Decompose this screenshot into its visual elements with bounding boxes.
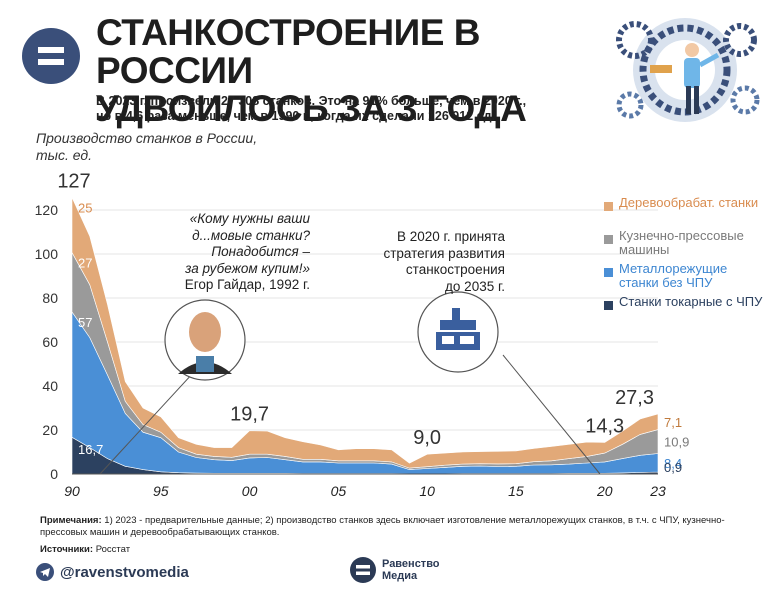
quote-line2: д...мовые станки? (192, 227, 310, 243)
page-title-line1: СТАНКОСТРОЕНИЕ В РОССИИ (96, 12, 480, 91)
brand-line2: Медиа (382, 570, 418, 582)
subtitle-line1: В 2023 г. произвели 27 308 станков. Это … (96, 94, 527, 108)
strategy-note-line1: В 2020 г. принята (397, 229, 505, 244)
page-title-line2: УДВОИЛОСЬ ЗА 3 ГОДА (96, 88, 527, 129)
telegram-handle: @ravenstvomedia (60, 563, 189, 581)
legend-label-wood: Деревообрабат. станки (619, 195, 759, 210)
equals-icon (38, 47, 64, 65)
legend-label-cnc: Станки токарные с ЧПУ (619, 294, 763, 309)
legend-swatch-press (604, 235, 613, 244)
value-label-2023: 8,4 (664, 456, 682, 471)
y-tick-label: 120 (35, 202, 59, 218)
y-axis-title-line2: тыс. ед. (36, 147, 92, 163)
legend-swatch-cnc (604, 301, 613, 310)
x-tick-label: 23 (649, 483, 666, 499)
strategy-note-line4: до 2035 г. (445, 278, 505, 294)
notes-label: Примечания: (40, 515, 102, 526)
quote-line4: за рубежом купим!» (185, 260, 310, 276)
y-axis-title-line1: Производство станков в России, (36, 130, 258, 146)
brand-mark-icon (350, 557, 376, 583)
total-label: 127 (57, 170, 90, 192)
legend-swatch-wood (604, 202, 613, 211)
area-series-3 (71, 197, 659, 469)
total-label: 14,3 (585, 416, 624, 438)
legend-label-press: Кузнечно-прессовые машины (619, 228, 744, 257)
x-tick-label: 90 (64, 483, 80, 499)
production-area-chart: 0 20 40 60 80 100 120 90 95 00 05 10 15 20 23 127 19,7 9,… (35, 170, 690, 499)
x-tick-label: 15 (508, 483, 524, 499)
y-tick-label: 100 (35, 246, 59, 262)
quote-author: Егор Гайдар, 1992 г. (184, 277, 310, 292)
brand-line1: Равенство (382, 558, 440, 570)
value-label-2023: 0,9 (664, 460, 682, 475)
y-tick-label: 0 (50, 466, 58, 482)
y-tick-label: 60 (42, 334, 58, 350)
gaidar-quote: «Кому нужны ваши д...мовые станки? Понад… (150, 211, 310, 294)
value-label-1990: 16,7 (78, 442, 103, 457)
quote-line3: Понадобится – (211, 244, 310, 259)
x-tick-label: 10 (419, 483, 435, 499)
total-label: 9,0 (413, 427, 441, 449)
telegram-icon (36, 563, 54, 581)
y-axis-title: Производство станков в России, тыс. ед. (36, 130, 296, 164)
factory-illustration-icon (616, 18, 760, 122)
notes-text: 1) 2023 - предварительные данные; 2) про… (40, 515, 725, 538)
x-tick-label: 00 (242, 483, 258, 499)
y-tick-label: 80 (42, 290, 58, 306)
y-tick-label: 20 (42, 422, 58, 438)
page-subtitle: В 2023 г. произвели 27 308 станков. Это … (96, 94, 586, 124)
y-tick-label: 40 (42, 378, 58, 394)
sources-text: Росстат (93, 544, 131, 555)
quote-connector-line (99, 359, 206, 475)
brand-footer: Равенство Медиа (350, 557, 440, 583)
sources-label: Источники: (40, 544, 94, 555)
brand-logo-icon (22, 28, 80, 84)
value-label-1990: 57 (78, 315, 92, 330)
strategy-note: В 2020 г. принята стратегия развития ста… (355, 229, 505, 295)
value-label-2023: 10,9 (664, 435, 689, 450)
value-label-1990: 25 (78, 200, 92, 215)
x-tick-label: 05 (331, 483, 347, 499)
subtitle-line2: но в 4,6 раза меньше, чем в 1990 г., ког… (96, 109, 495, 123)
strategy-note-line3: станкостроения (405, 262, 505, 277)
value-label-1990: 27 (78, 255, 92, 270)
value-label-2023: 7,1 (664, 415, 682, 430)
footnotes: Примечания: 1) 2023 - предварительные да… (40, 515, 740, 539)
portrait-icon (164, 299, 246, 381)
sources: Источники: Росстат (40, 544, 440, 555)
telegram-link[interactable]: @ravenstvomedia (36, 563, 189, 581)
machine-tool-icon (417, 291, 499, 373)
strategy-note-line2: стратегия развития (383, 245, 505, 261)
page-title: СТАНКОСТРОЕНИЕ В РОССИИ УДВОИЛОСЬ ЗА 3 Г… (96, 14, 566, 128)
quote-line1: «Кому нужны ваши (189, 211, 310, 226)
legend-label-metal: Металлорежущие станки без ЧПУ (619, 261, 728, 290)
total-label: 19,7 (230, 404, 269, 426)
x-tick-label: 20 (596, 483, 613, 499)
total-label: 27,3 (615, 387, 654, 409)
x-tick-label: 95 (153, 483, 169, 499)
legend-swatch-metal (604, 268, 613, 277)
strategy-connector-line (502, 354, 601, 475)
